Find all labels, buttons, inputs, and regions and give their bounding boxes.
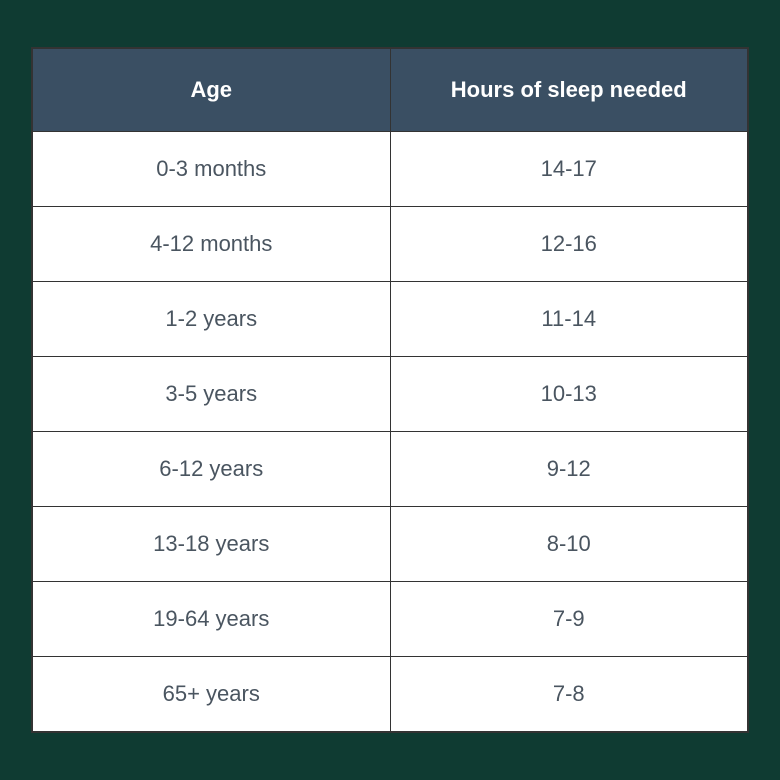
hours-cell: 11-14	[390, 282, 748, 357]
hours-cell: 7-8	[390, 657, 748, 732]
age-cell: 6-12 years	[33, 432, 391, 507]
hours-cell: 7-9	[390, 582, 748, 657]
age-cell: 4-12 months	[33, 207, 391, 282]
age-cell: 13-18 years	[33, 507, 391, 582]
table-row: 6-12 years 9-12	[33, 432, 748, 507]
age-cell: 65+ years	[33, 657, 391, 732]
table-row: 65+ years 7-8	[33, 657, 748, 732]
table-row: 3-5 years 10-13	[33, 357, 748, 432]
hours-cell: 9-12	[390, 432, 748, 507]
hours-cell: 12-16	[390, 207, 748, 282]
hours-cell: 14-17	[390, 132, 748, 207]
table-row: 0-3 months 14-17	[33, 132, 748, 207]
age-cell: 1-2 years	[33, 282, 391, 357]
sleep-table-container: Age Hours of sleep needed 0-3 months 14-…	[31, 47, 749, 733]
column-header-age: Age	[33, 49, 391, 132]
table-row: 19-64 years 7-9	[33, 582, 748, 657]
table-header-row: Age Hours of sleep needed	[33, 49, 748, 132]
column-header-hours: Hours of sleep needed	[390, 49, 748, 132]
age-cell: 19-64 years	[33, 582, 391, 657]
age-cell: 3-5 years	[33, 357, 391, 432]
table-row: 13-18 years 8-10	[33, 507, 748, 582]
hours-cell: 10-13	[390, 357, 748, 432]
hours-cell: 8-10	[390, 507, 748, 582]
sleep-table: Age Hours of sleep needed 0-3 months 14-…	[32, 48, 748, 732]
age-cell: 0-3 months	[33, 132, 391, 207]
table-row: 1-2 years 11-14	[33, 282, 748, 357]
table-row: 4-12 months 12-16	[33, 207, 748, 282]
